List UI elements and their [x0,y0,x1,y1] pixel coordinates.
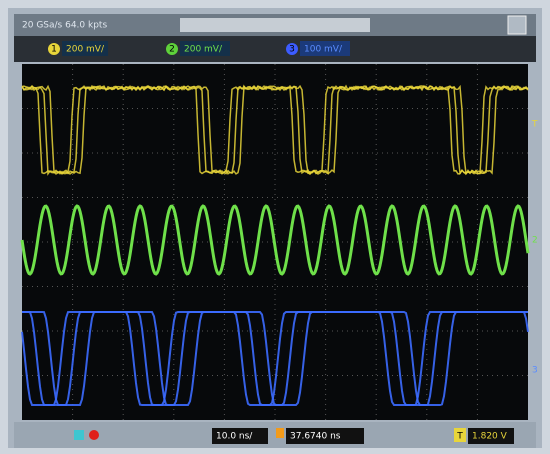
delay-icon [276,428,284,438]
trigger-label: T [456,432,463,442]
ch1-number: 1 [51,45,57,55]
timebase: 10.0 ns/ [216,432,253,442]
delay: 37.6740 ns [290,432,341,442]
window-button[interactable] [508,16,526,34]
ch3-number: 3 [289,45,295,55]
sample-info: 20 GSa/s 64.0 kpts [22,21,107,31]
ch2-number: 2 [169,45,175,55]
status-field [180,18,370,32]
stop-icon[interactable] [89,430,99,440]
ch3-scale: 100 mV/ [304,45,343,55]
ch2-marker: 2 [532,236,538,246]
ch3-marker: 3 [532,366,538,376]
ch2-scale: 200 mV/ [184,45,223,55]
ch1-scale: 200 mV/ [66,45,105,55]
trigger-level: 1.820 V [472,432,508,442]
trigger-marker: T [531,120,538,130]
run-icon[interactable] [74,430,84,440]
